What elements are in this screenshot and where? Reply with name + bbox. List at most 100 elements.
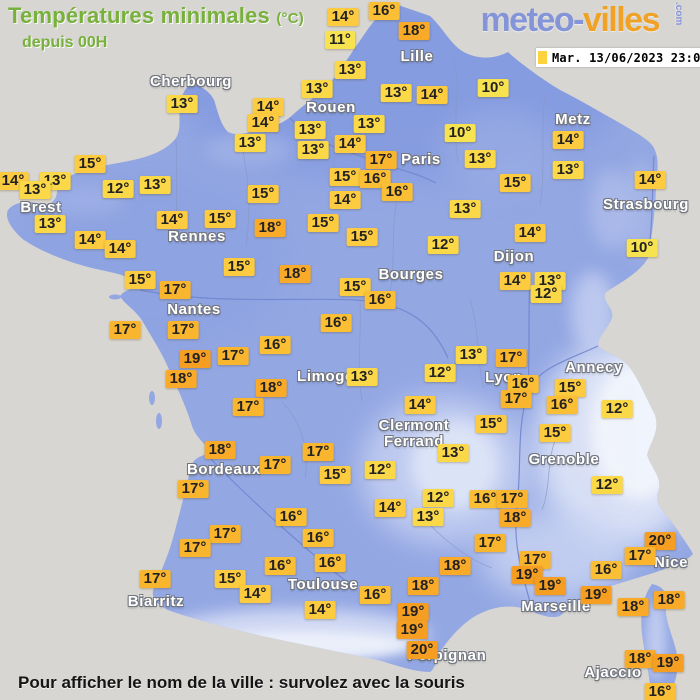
temp-badge[interactable]: 18° xyxy=(439,557,471,575)
temp-badge[interactable]: 14° xyxy=(74,231,106,249)
temp-badge[interactable]: 18° xyxy=(398,22,430,40)
temp-badge[interactable]: 14° xyxy=(239,585,271,603)
temp-badge[interactable]: 17° xyxy=(179,539,211,557)
temp-badge[interactable]: 14° xyxy=(404,396,436,414)
temp-badge[interactable]: 16° xyxy=(507,375,539,393)
temp-badge[interactable]: 20° xyxy=(644,532,676,550)
temp-badge[interactable]: 14° xyxy=(634,171,666,189)
temp-badge[interactable]: 13° xyxy=(334,61,366,79)
temp-badge[interactable]: 15° xyxy=(307,214,339,232)
temp-badge[interactable]: 17° xyxy=(624,547,656,565)
temp-badge[interactable]: 12° xyxy=(530,285,562,303)
temp-badge[interactable]: 13° xyxy=(380,84,412,102)
temp-badge[interactable]: 13° xyxy=(437,444,469,462)
temp-badge[interactable]: 19° xyxy=(396,621,428,639)
temp-badge[interactable]: 12° xyxy=(427,236,459,254)
temp-badge[interactable]: 15° xyxy=(214,570,246,588)
temp-badge[interactable]: 18° xyxy=(653,591,685,609)
temp-badge[interactable]: 12° xyxy=(422,489,454,507)
temp-badge[interactable]: 15° xyxy=(346,228,378,246)
temp-badge[interactable]: 15° xyxy=(329,168,361,186)
temp-badge[interactable]: 17° xyxy=(519,551,551,569)
temp-badge[interactable]: 16° xyxy=(546,396,578,414)
temp-badge[interactable]: 18° xyxy=(617,598,649,616)
temp-badge[interactable]: 16° xyxy=(381,183,413,201)
temp-badge[interactable]: 19° xyxy=(397,603,429,621)
temp-badge[interactable]: 18° xyxy=(624,650,656,668)
temp-badge[interactable]: 18° xyxy=(254,219,286,237)
temp-badge[interactable]: 12° xyxy=(601,400,633,418)
temp-badge[interactable]: 14° xyxy=(374,499,406,517)
temp-badge[interactable]: 14° xyxy=(247,114,279,132)
temp-badge[interactable]: 17° xyxy=(167,321,199,339)
temp-badge[interactable]: 13° xyxy=(346,368,378,386)
temp-badge[interactable]: 17° xyxy=(232,398,264,416)
temp-badge[interactable]: 14° xyxy=(334,135,366,153)
temp-badge[interactable]: 16° xyxy=(264,557,296,575)
temp-badge[interactable]: 18° xyxy=(255,379,287,397)
temp-badge[interactable]: 14° xyxy=(329,191,361,209)
temp-badge[interactable]: 17° xyxy=(177,480,209,498)
temp-badge[interactable]: 16° xyxy=(302,529,334,547)
temp-badge[interactable]: 15° xyxy=(319,466,351,484)
temp-badge[interactable]: 13° xyxy=(353,115,385,133)
temp-badge[interactable]: 10° xyxy=(626,239,658,257)
temp-badge[interactable]: 13° xyxy=(449,200,481,218)
temp-badge[interactable]: 11° xyxy=(325,31,355,49)
temp-badge[interactable]: 14° xyxy=(104,240,136,258)
temp-badge[interactable]: 19° xyxy=(534,577,566,595)
temp-badge[interactable]: 16° xyxy=(275,508,307,526)
temp-badge[interactable]: 14° xyxy=(304,601,336,619)
temp-badge[interactable]: 17° xyxy=(302,443,334,461)
temp-badge[interactable]: 17° xyxy=(500,390,532,408)
temp-badge[interactable]: 13° xyxy=(455,346,487,364)
temp-badge[interactable]: 12° xyxy=(102,180,134,198)
temp-badge[interactable]: 15° xyxy=(475,415,507,433)
temp-badge[interactable]: 17° xyxy=(159,281,191,299)
temp-badge[interactable]: 13° xyxy=(552,161,584,179)
temp-badge[interactable]: 18° xyxy=(499,509,531,527)
temp-badge[interactable]: 15° xyxy=(499,174,531,192)
temp-badge[interactable]: 15° xyxy=(223,258,255,276)
temp-badge[interactable]: 16° xyxy=(314,554,346,572)
temp-badge[interactable]: 15° xyxy=(554,379,586,397)
temp-badge[interactable]: 14° xyxy=(327,8,359,26)
temp-badge[interactable]: 14° xyxy=(252,98,284,116)
temp-badge[interactable]: 17° xyxy=(496,490,528,508)
temp-badge[interactable]: 18° xyxy=(407,577,439,595)
temp-badge[interactable]: 16° xyxy=(259,336,291,354)
temp-badge[interactable]: 13° xyxy=(166,95,198,113)
temp-badge[interactable]: 17° xyxy=(217,347,249,365)
temp-badge[interactable]: 15° xyxy=(539,424,571,442)
temp-badge[interactable]: 18° xyxy=(165,370,197,388)
temp-badge[interactable]: 17° xyxy=(259,456,291,474)
temp-badge[interactable]: 16° xyxy=(469,490,501,508)
temp-badge[interactable]: 15° xyxy=(204,210,236,228)
temp-badge[interactable]: 14° xyxy=(499,272,531,290)
temp-badge[interactable]: 13° xyxy=(412,508,444,526)
temp-badge[interactable]: 14° xyxy=(514,224,546,242)
temp-badge[interactable]: 20° xyxy=(406,641,438,659)
temp-badge[interactable]: 17° xyxy=(365,151,397,169)
temp-badge[interactable]: 13° xyxy=(297,141,329,159)
temp-badge[interactable]: 16° xyxy=(320,314,352,332)
temp-badge[interactable]: 10° xyxy=(444,124,476,142)
temp-badge[interactable]: 15° xyxy=(74,155,106,173)
temp-badge[interactable]: 18° xyxy=(204,441,236,459)
temp-badge[interactable]: 17° xyxy=(474,534,506,552)
temp-badge[interactable]: 13° xyxy=(19,181,51,199)
temp-badge[interactable]: 13° xyxy=(464,150,496,168)
temp-badge[interactable]: 16° xyxy=(590,561,622,579)
temp-badge[interactable]: 17° xyxy=(139,570,171,588)
temp-badge[interactable]: 19° xyxy=(580,586,612,604)
temp-badge[interactable]: 13° xyxy=(234,134,266,152)
temp-badge[interactable]: 12° xyxy=(424,364,456,382)
temp-badge[interactable]: 16° xyxy=(368,2,400,20)
temp-badge[interactable]: 15° xyxy=(124,271,156,289)
temp-badge[interactable]: 13° xyxy=(34,215,66,233)
temp-badge[interactable]: 17° xyxy=(109,321,141,339)
temp-badge[interactable]: 10° xyxy=(477,79,509,97)
temp-badge[interactable]: 14° xyxy=(156,211,188,229)
temp-badge[interactable]: 17° xyxy=(495,349,527,367)
temp-badge[interactable]: 15° xyxy=(247,185,279,203)
